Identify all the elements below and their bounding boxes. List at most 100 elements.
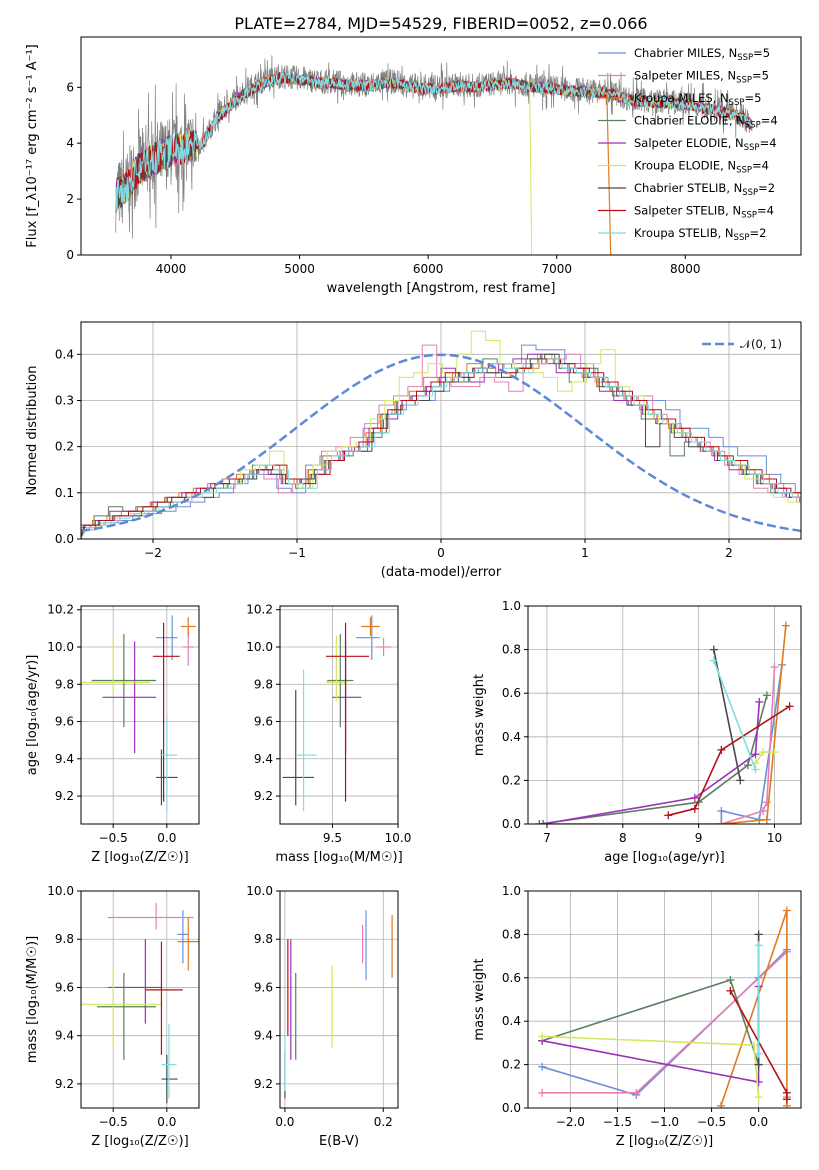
age_vs_Z-ytick-label: 10.2	[47, 603, 74, 617]
spectrum-xtick-label: 4000	[156, 262, 187, 276]
age_vs_mass-plot-area	[282, 615, 392, 811]
legend-label-main: Chabrier STELIB, N	[634, 181, 742, 195]
mass_vs_Z-frame	[80, 890, 200, 1109]
spectrum-ytick-label: 6	[66, 80, 74, 94]
weight_vs_age-ytick-label: 0.0	[502, 817, 521, 831]
spectrum-ytick-label: 2	[66, 192, 74, 206]
legend-label-sub: SSP	[729, 98, 745, 108]
mass_vs_Z-plot-area	[81, 903, 199, 1104]
legend-label-main: Salpeter MILES, N	[634, 69, 736, 83]
age_vs_Z-ytick-label: 9.8	[55, 677, 74, 691]
age_vs_Z-ylabel: age [log₁₀(age/yr)]	[25, 655, 40, 776]
age-vs-mass-panel: 9.5 10.0 9.2 9.4 9.6 9.8 10.0 10.2 mass [log₁₀(M…	[246, 603, 411, 865]
legend-label-sub: SSP	[741, 211, 757, 221]
legend-label-tail: =5	[752, 69, 769, 83]
weight_vs_Z-xtick-label: −1.5	[603, 1115, 632, 1129]
mass_vs_EBV-plot-area	[284, 910, 393, 1099]
residuals-ytick-label: 0.1	[55, 486, 74, 500]
weight-series-line	[539, 625, 787, 824]
weight_vs_Z-ytick-label: 1.0	[502, 884, 521, 898]
age_vs_Z-plot-area	[81, 615, 196, 811]
weight_vs_age-xlabel: age [log₁₀(age/yr)]	[604, 850, 725, 865]
weight_vs_Z-ytick-label: 0.6	[502, 971, 521, 985]
mass-vs-metallicity-panel: −0.5 0.0 9.2 9.4 9.6 9.8 10.0 Z [log₁₀(Z/Z☉)] ma…	[25, 884, 200, 1149]
weight-vs-metallicity-panel: −2.0 −1.5 −1.0 −0.5 0.0 0.0 0.2 0.4 0.6 0.8 1.0 Z […	[472, 884, 802, 1149]
mass_vs_EBV-frame	[279, 890, 399, 1109]
age_vs_mass-ytick-label: 9.8	[254, 677, 273, 691]
legend-label: Salpeter STELIB, NSSP=4	[634, 204, 774, 221]
age_vs_Z-xtick-label: 0.0	[157, 831, 176, 845]
age_vs_mass-xtick-label: 10.0	[385, 831, 412, 845]
mass_vs_EBV-xlabel: E(B-V)	[319, 1134, 359, 1149]
weight-series-line	[713, 660, 757, 770]
chart-title: PLATE=2784, MJD=54529, FIBERID=0052, z=0…	[234, 14, 647, 33]
residuals-ylabel: Normed distribution	[25, 366, 40, 496]
weight_vs_Z-xtick-label: −2.0	[556, 1115, 585, 1129]
weight_vs_age-ytick-label: 0.4	[502, 730, 521, 744]
residuals-ytick-label: 0.0	[55, 532, 74, 546]
residuals-xtick-label: −2	[144, 546, 162, 560]
legend-label-sub: SSP	[744, 143, 760, 153]
mass_vs_EBV-ytick-label: 9.2	[254, 1077, 273, 1091]
spectrum-xtick-label: 6000	[413, 262, 444, 276]
age_vs_Z-ytick-label: 9.2	[55, 789, 74, 803]
spectrum-frame	[80, 36, 802, 256]
histogram-step-line	[81, 344, 801, 539]
histogram-step-line	[81, 330, 801, 539]
legend-label: Chabrier MILES, NSSP=5	[634, 46, 770, 63]
legend-label: Salpeter ELODIE, NSSP=4	[634, 136, 777, 153]
legend-label-sub: SSP	[734, 233, 750, 243]
weight-series-line	[541, 978, 760, 1065]
weight-series-line	[543, 701, 761, 824]
age_vs_mass-xlabel: mass [log₁₀(M/M☉)]	[275, 850, 402, 865]
legend-label: Salpeter MILES, NSSP=5	[634, 69, 769, 86]
mass_vs_EBV-xtick-label: 0.0	[275, 1115, 294, 1129]
mass_vs_EBV-ytick-label: 9.6	[254, 980, 273, 994]
weight_vs_Z-xtick-label: 0.0	[749, 1115, 768, 1129]
mass_vs_EBV-ytick-label: 9.8	[254, 932, 273, 946]
legend-label-tail: =2	[749, 226, 766, 240]
legend-label-tail: =4	[757, 204, 774, 218]
histogram-step-line	[81, 358, 801, 539]
mass_vs_EBV-ytick-label: 9.4	[254, 1029, 273, 1043]
age_vs_mass-ytick-label: 9.4	[254, 752, 273, 766]
histogram-step-line	[81, 358, 801, 539]
legend-label: Chabrier STELIB, NSSP=2	[634, 181, 775, 198]
residuals-plot-area	[81, 330, 801, 539]
weight_vs_Z-ytick-label: 0.0	[502, 1101, 521, 1115]
weight_vs_age-ytick-label: 0.6	[502, 686, 521, 700]
model-dropout-line	[529, 87, 533, 255]
spectrum-xlabel: wavelength [Angstrom, rest frame]	[327, 281, 556, 296]
weight_vs_age-plot-area	[535, 621, 794, 824]
legend-label-tail: =4	[752, 159, 769, 173]
legend-label: Kroupa ELODIE, NSSP=4	[634, 159, 769, 176]
weight-series-line	[668, 705, 791, 817]
weight-series-line	[721, 666, 776, 824]
age_vs_Z-ytick-label: 9.6	[55, 715, 74, 729]
spectrum-ytick-label: 4	[66, 136, 74, 150]
legend-label-tail: =5	[744, 91, 761, 105]
residual-histogram-panel: −2 −1 0 1 2 0.0 0.1 0.2 0.3 0.4 (data-model)/error…	[25, 321, 802, 580]
legend-label: Kroupa STELIB, NSSP=2	[634, 226, 766, 243]
histogram-step-line	[81, 353, 801, 539]
legend-label-main: Kroupa ELODIE, N	[634, 159, 736, 173]
spectrum-ytick-label: 0	[66, 248, 74, 262]
weight_vs_age-ytick-label: 0.8	[502, 643, 521, 657]
legend-label-main: Chabrier MILES, N	[634, 46, 737, 60]
spectrum-xtick-label: 5000	[284, 262, 315, 276]
mass_vs_Z-ytick-label: 9.4	[55, 1029, 74, 1043]
legend-label-main: Kroupa MILES, N	[634, 91, 729, 105]
legend-label-tail: =2	[758, 181, 775, 195]
model-dropout-line	[606, 92, 612, 255]
age_vs_mass-frame	[279, 605, 399, 825]
legend-label-tail: =4	[760, 136, 777, 150]
weight_vs_age-ytick-label: 0.2	[502, 773, 521, 787]
residuals-xtick-label: 0	[437, 546, 445, 560]
weight_vs_Z-ylabel: mass weight	[472, 958, 487, 1040]
age_vs_Z-ytick-label: 10.0	[47, 640, 74, 654]
weight_vs_age-xtick-label: 8	[619, 831, 627, 845]
residuals-ytick-label: 0.4	[55, 347, 74, 361]
legend-label-sub: SSP	[736, 76, 752, 86]
age_vs_mass-ytick-label: 9.6	[254, 715, 273, 729]
